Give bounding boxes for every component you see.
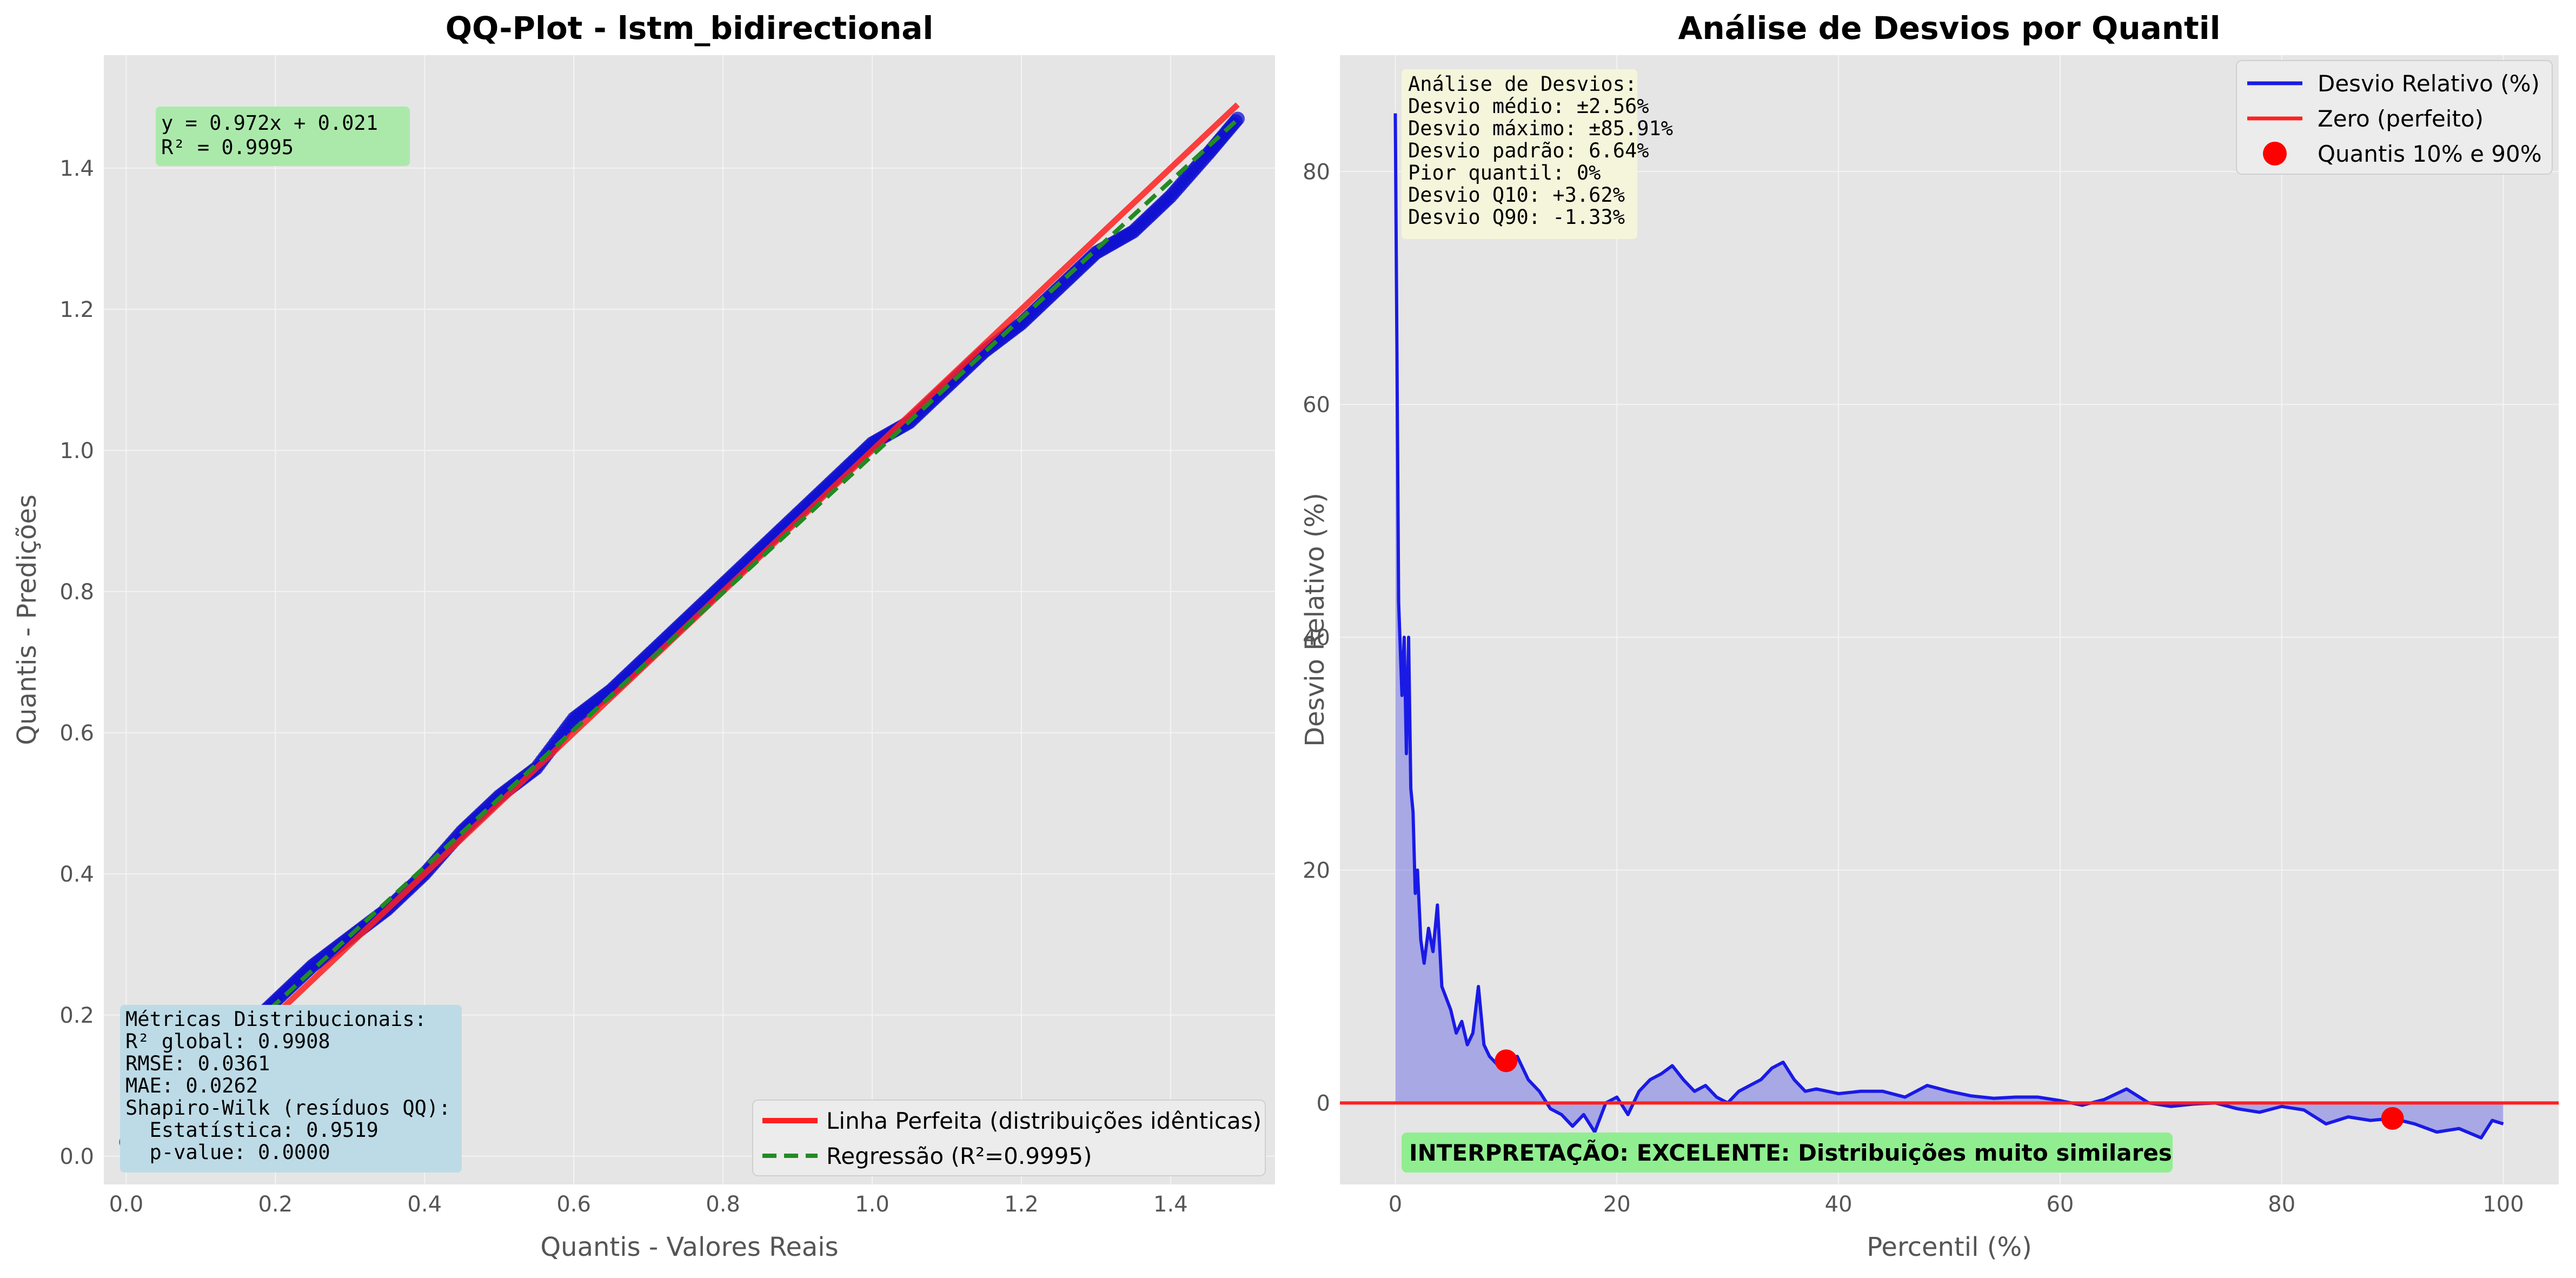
dev-xtick-label: 80: [2268, 1192, 2295, 1217]
qq-ytick-label: 0.4: [59, 862, 94, 887]
deviation-tick-labels: 0 20 40 60 80 100 0 20 40 60 80: [1303, 160, 2524, 1217]
legend-regression-label: Regressão (R²=0.9995): [826, 1143, 1092, 1169]
deviation-title: Análise de Desvios por Quantil: [1678, 10, 2220, 47]
dev-xtick-label: 60: [2046, 1192, 2074, 1217]
deviation-xlabel: Percentil (%): [1867, 1232, 2032, 1262]
metrics-line-1: Métricas Distribucionais:: [125, 1008, 427, 1031]
dev-xtick-label: 40: [1825, 1192, 1853, 1217]
stats-line-3: Desvio máximo: ±85.91%: [1408, 117, 1673, 140]
qq-ytick-label: 0.8: [59, 580, 94, 605]
dev-xtick-label: 20: [1603, 1192, 1631, 1217]
metrics-line-3: RMSE: 0.0361: [125, 1052, 270, 1075]
stats-line-4: Desvio padrão: 6.64%: [1408, 139, 1649, 162]
qq-xtick-label: 0.2: [258, 1192, 293, 1217]
qq-plot-panel: 0.0 0.2 0.4 0.6 0.8 1.0 1.2 1.4 0.0 0.2 0.4 0.6 0.8 1…: [12, 10, 1275, 1262]
equation-line-1: y = 0.972x + 0.021: [161, 111, 378, 135]
qq-ylabel: Quantis - Predições: [12, 494, 42, 745]
deviation-marks: [1340, 113, 2559, 1140]
deviation-ylabel: Desvio Relativo (%): [1300, 493, 1330, 747]
qq-ytick-label: 0.6: [59, 721, 94, 746]
dev-xtick-label: 100: [2482, 1192, 2524, 1217]
dev-xtick-label: 0: [1389, 1192, 1402, 1217]
qq-xtick-label: 1.0: [855, 1192, 889, 1217]
qq-xtick-label: 0.0: [109, 1192, 144, 1217]
metrics-line-6: Estatística: 0.9519: [125, 1118, 379, 1142]
legend-zero-label: Zero (perfeito): [2318, 105, 2484, 132]
dev-ytick-label: 80: [1303, 160, 1330, 184]
qq-ytick-label: 1.2: [59, 297, 94, 322]
qq-ytick-label: 1.0: [59, 439, 94, 463]
qq-tick-labels: 0.0 0.2 0.4 0.6 0.8 1.0 1.2 1.4 0.0 0.2 0.4 0.6 0.8 1…: [59, 156, 1187, 1217]
legend-deviation-label: Desvio Relativo (%): [2318, 70, 2540, 97]
dev-ytick-label: 40: [1303, 625, 1330, 650]
qq-legend: Linha Perfeita (distribuições idênticas)…: [752, 1100, 1266, 1176]
dev-ytick-label: 60: [1303, 393, 1330, 418]
legend-perfect-line-label: Linha Perfeita (distribuições idênticas): [826, 1108, 1262, 1134]
qq-xtick-label: 1.2: [1004, 1192, 1039, 1217]
perfect-line: [124, 102, 1240, 1158]
quantile-marker: [1495, 1049, 1518, 1072]
qq-title: QQ-Plot - lstm_bidirectional: [446, 10, 934, 47]
legend-quantile-label: Quantis 10% e 90%: [2318, 141, 2542, 167]
qq-ytick-label: 1.4: [59, 156, 94, 181]
metrics-line-2: R² global: 0.9908: [125, 1030, 330, 1053]
quantile-marker: [2381, 1107, 2404, 1130]
stats-line-7: Desvio Q90: -1.33%: [1408, 206, 1625, 229]
qq-xtick-label: 0.8: [706, 1192, 740, 1217]
deviation-plot-area: [1340, 55, 2559, 1184]
qq-xtick-label: 1.4: [1153, 1192, 1188, 1217]
stats-line-1: Análise de Desvios:: [1408, 72, 1637, 96]
distribution-metrics-box: Métricas Distribucionais: R² global: 0.9…: [120, 1005, 462, 1173]
interpretation-box: INTERPRETAÇÃO: EXCELENTE: Distribuições …: [1402, 1133, 2173, 1173]
qq-xtick-label: 0.4: [407, 1192, 442, 1217]
interpretation-text: INTERPRETAÇÃO: EXCELENTE: Distribuições …: [1409, 1139, 2172, 1166]
qq-xtick-label: 0.6: [556, 1192, 591, 1217]
metrics-line-4: MAE: 0.0262: [125, 1074, 258, 1097]
stats-line-6: Desvio Q10: +3.62%: [1408, 183, 1625, 207]
dev-ytick-label: 20: [1303, 858, 1330, 883]
dev-ytick-label: 0: [1317, 1091, 1330, 1116]
stats-line-5: Pior quantil: 0%: [1408, 161, 1601, 184]
legend-quantile-marker: [2263, 142, 2287, 165]
regression-line: [124, 117, 1239, 1143]
qq-xlabel: Quantis - Valores Reais: [540, 1232, 838, 1262]
equation-line-2: R² = 0.9995: [161, 136, 294, 159]
qq-ytick-label: 0.0: [59, 1144, 94, 1169]
deviation-stats-box: Análise de Desvios: Desvio médio: ±2.56%…: [1402, 69, 1673, 239]
deviation-panel: 0 20 40 60 80 100 0 20 40 60 80 Análise de Desvios…: [1300, 10, 2559, 1262]
deviation-legend: Desvio Relativo (%) Zero (perfeito) Quan…: [2236, 60, 2553, 175]
regression-equation-box: y = 0.972x + 0.021 R² = 0.9995: [156, 107, 410, 166]
metrics-line-7: p-value: 0.0000: [125, 1141, 330, 1164]
metrics-line-5: Shapiro-Wilk (resíduos QQ):: [125, 1096, 450, 1120]
qq-ytick-label: 0.2: [59, 1003, 94, 1028]
stats-line-2: Desvio médio: ±2.56%: [1408, 95, 1649, 118]
